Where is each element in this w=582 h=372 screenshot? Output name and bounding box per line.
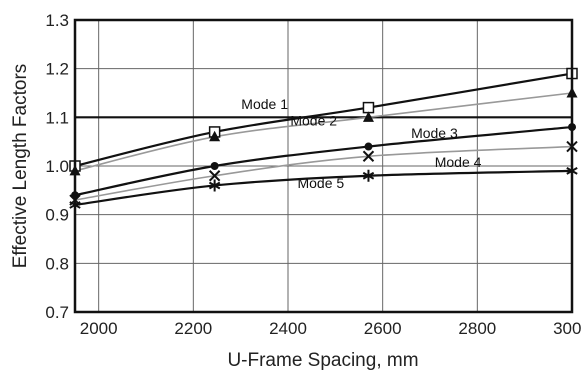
series-line-mode-1	[74, 72, 573, 168]
y-tick-label: 1.1	[45, 108, 69, 127]
y-tick-label: 0.9	[45, 206, 69, 225]
x-axis-title: U-Frame Spacing, mm	[227, 350, 418, 371]
x-tick-label: 2200	[174, 319, 212, 338]
data-point-mode-1	[362, 101, 375, 114]
y-tick-label: 1.2	[45, 60, 69, 79]
data-point-mode-5	[362, 169, 375, 182]
series-label-mode-5: Mode 5	[297, 175, 344, 191]
y-tick-label: 0.8	[45, 254, 69, 273]
data-point-mode-3	[364, 142, 373, 151]
series-line-mode-3	[74, 125, 573, 197]
data-point-mode-2	[209, 130, 221, 142]
series-label-mode-4: Mode 4	[435, 154, 482, 170]
y-axis-title: Effective Length Factors	[10, 64, 31, 269]
x-tick-label: 2400	[269, 319, 307, 338]
series-label-mode-2: Mode 2	[290, 113, 337, 129]
series-line-mode-2	[74, 92, 573, 172]
data-point-mode-3	[210, 162, 219, 170]
x-tick-label: 2000	[80, 319, 118, 338]
plot-frame	[73, 18, 574, 314]
series-lines	[74, 72, 573, 207]
y-tick-label: 0.7	[45, 303, 69, 322]
x-tick-label: 2600	[364, 319, 402, 338]
x-tick-label: 2800	[458, 319, 496, 338]
series-line-mode-4	[74, 145, 573, 201]
data-point-mode-5	[208, 179, 221, 192]
series-label-mode-1: Mode 1	[241, 96, 288, 112]
data-point-mode-2	[362, 111, 374, 122]
y-tick-label: 1.0	[45, 157, 69, 176]
data-point-mode-4	[208, 170, 221, 182]
grid	[75, 19, 573, 313]
y-tick-label: 1.3	[45, 11, 69, 30]
data-point-mode-4	[362, 150, 375, 162]
series-label-mode-3: Mode 3	[411, 125, 458, 141]
series-line-mode-5	[74, 169, 573, 207]
